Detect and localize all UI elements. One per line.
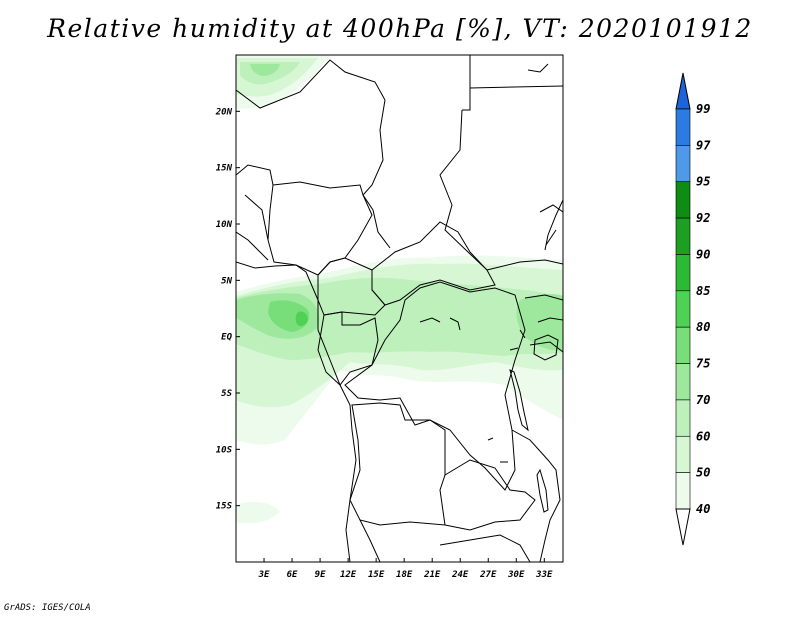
colorbar: 99 97 95 92 90 85 80 75 70 60 50 40 [675,72,711,546]
libya-niger-algeria-border [236,59,386,109]
colorbar-swatch [675,326,691,364]
colorbar-label: 40 [696,502,710,516]
nigeria-border [267,181,373,276]
angola-border [349,402,446,526]
colorbar-label: 70 [696,393,710,407]
x-tick-label: 21E [423,570,441,580]
map-frame [235,54,564,563]
congo-river-marks [419,317,519,463]
x-tick-label: 24E [451,570,469,580]
y-tick-label: 15S [216,502,233,512]
lake-victoria [533,334,559,361]
x-tick-label: 33E [535,570,553,580]
country-borders [236,55,563,562]
zambia-border [444,459,536,531]
x-tick-label: 27E [479,570,497,580]
colorbar-label: 60 [696,429,710,443]
colorbar-label: 50 [696,466,710,480]
cameroon-border [317,257,386,316]
colorbar-label: 80 [696,320,710,334]
rh-80-spot [295,311,308,327]
coastline-west [236,261,357,562]
x-tick-label: 18E [396,570,413,580]
x-axis: 3E 6E 9E 12E 15E 18E 21E 24E 27E 30E 33E [258,558,553,580]
lake-malawi [536,468,549,513]
colorbar-swatch [675,108,691,146]
sudan-south-sudan-border [486,204,563,271]
lake-tanganyika [509,369,529,432]
colorbar-label: 99 [696,102,710,116]
chart-title: Relative humidity at 400hPa [%], VT: 202… [47,14,753,43]
rh-40-lower [236,501,280,524]
colorbar-label: 95 [696,175,710,189]
colorbar-label: 92 [696,211,710,225]
x-tick-label: 12E [340,570,357,580]
y-tick-label: 10S [216,445,233,455]
uganda-kenya-border [524,294,563,353]
colorbar-top-arrow [675,72,691,110]
y-tick-label: 10N [216,220,233,230]
colorbar-label: 97 [696,138,711,152]
tanzania-mozambique-border [511,429,561,562]
chad-sudan-border [439,109,488,271]
gabon-congo-border [317,311,379,386]
x-tick-label: 9E [315,570,326,580]
colorbar-swatch [675,363,691,401]
nile-marks [519,63,549,339]
colorbar-swatch [675,217,691,255]
colorbar-swatch [675,254,691,292]
x-tick-label: 3E [258,570,270,580]
y-tick-label: 15N [216,164,233,174]
coastline-east [544,199,563,251]
y-tick-label: EQ [221,333,232,343]
x-tick-label: 6E [287,570,298,580]
west-africa-borders [236,164,274,261]
y-tick-label: 20N [215,107,233,117]
humidity-shading [236,55,563,524]
namibia-botswana-border [359,519,531,562]
grads-credit: GrADS: IGES/COLA [4,603,91,613]
colorbar-bottom-arrow [675,508,691,546]
car-border [371,221,496,306]
x-tick-label: 15E [368,570,385,580]
colorbar-label: 90 [696,247,710,261]
x-tick-label: 30E [507,570,525,580]
colorbar-swatch [675,145,691,183]
rh-70-north [250,64,280,76]
colorbar-swatch [675,290,691,328]
y-axis: 20N 15N 10N 5N EQ 5S 10S 15S [215,107,240,512]
colorbar-swatch [675,181,691,219]
colorbar-swatch [675,435,691,473]
colorbar-label: 75 [696,357,710,371]
colorbar-swatch [675,399,691,437]
colorbar-label: 85 [696,284,710,298]
chad-niger-border [362,99,391,249]
colorbar-swatch [675,472,691,510]
y-tick-label: 5S [221,389,232,399]
egypt-sudan-border [469,85,563,89]
y-tick-label: 5N [221,276,232,286]
libya-egypt-border [462,55,471,111]
